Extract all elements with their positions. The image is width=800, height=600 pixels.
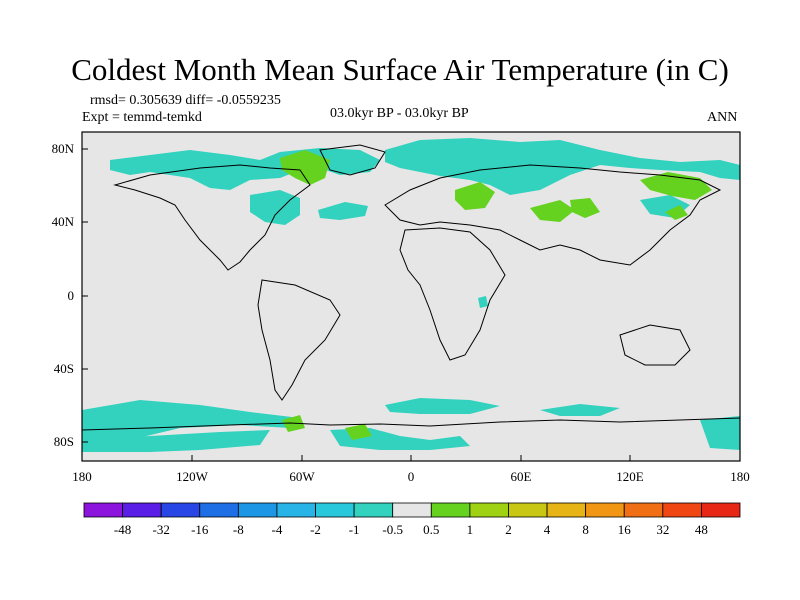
lat-tick-label: 80S bbox=[54, 434, 74, 449]
season-label: ANN bbox=[707, 110, 738, 125]
rmsd-diff-text: rmsd= 0.305639 diff= -0.0559235 bbox=[90, 93, 281, 108]
anomaly-region-southern-ocean-atlantic bbox=[385, 398, 500, 414]
colorbar-label: 48 bbox=[695, 522, 708, 537]
lat-tick-label: 40N bbox=[52, 214, 75, 229]
colorbar-swatch bbox=[430, 502, 471, 518]
lon-tick-label: 120E bbox=[616, 469, 644, 484]
colorbar-swatch bbox=[662, 502, 702, 518]
colorbar-swatch bbox=[623, 502, 664, 518]
colorbar-swatch bbox=[469, 502, 509, 518]
colorbar-label: -48 bbox=[114, 522, 131, 537]
anomaly-region-siberia bbox=[530, 200, 575, 222]
colorbar-swatch bbox=[585, 502, 625, 518]
lon-tick-label: 180 bbox=[730, 469, 750, 484]
colorbar-label: 0.5 bbox=[423, 522, 439, 537]
map-title: Coldest Month Mean Surface Air Temperatu… bbox=[71, 52, 729, 87]
colorbar-swatch bbox=[508, 502, 548, 518]
lon-tick-label: 120W bbox=[176, 469, 209, 484]
colorbar-swatch bbox=[546, 502, 587, 518]
coastline-south-america bbox=[257, 279, 341, 401]
colorbar-swatch bbox=[122, 502, 162, 518]
lat-tick-label: 0 bbox=[68, 288, 75, 303]
lat-tick-label: 80N bbox=[52, 141, 75, 156]
coastline-north-america bbox=[113, 164, 311, 271]
anomaly-region-atlantic-patch bbox=[318, 202, 368, 220]
colorbar-label: 32 bbox=[656, 522, 669, 537]
colorbar-label: 8 bbox=[582, 522, 589, 537]
colorbar-swatch bbox=[83, 502, 123, 518]
anomaly-region-africa-small bbox=[478, 296, 488, 308]
anomaly-region-hudson bbox=[280, 150, 330, 185]
anomaly-region-antarctic-green bbox=[345, 424, 372, 440]
colorbar-swatch bbox=[701, 502, 741, 518]
anomaly-region-central-asia bbox=[455, 182, 495, 210]
colorbar-label: -8 bbox=[233, 522, 244, 537]
coastline-africa bbox=[399, 227, 506, 361]
colorbar-label: 2 bbox=[505, 522, 512, 537]
colorbar-label: 1 bbox=[467, 522, 474, 537]
colorbar-swatch bbox=[276, 502, 316, 518]
colorbar-swatch bbox=[199, 502, 239, 518]
anomaly-region-antarctic-west bbox=[82, 430, 270, 452]
coastline-greenland bbox=[319, 144, 386, 176]
colorbar-label: -16 bbox=[191, 522, 209, 537]
colorbar-label: -32 bbox=[153, 522, 170, 537]
colorbar-label: 16 bbox=[618, 522, 632, 537]
anomaly-region-southern-ocean-indian bbox=[540, 404, 620, 416]
coastline-europe-asia bbox=[384, 164, 722, 266]
lon-tick-label: 60W bbox=[289, 469, 315, 484]
colorbar-label: -0.5 bbox=[382, 522, 403, 537]
colorbar-swatch bbox=[315, 502, 355, 518]
latitude-axis: 80N 40N 0 40S 80S bbox=[52, 141, 88, 449]
anomaly-region-north-atlantic bbox=[250, 190, 300, 225]
lon-tick-label: 0 bbox=[408, 469, 415, 484]
colorbar-swatch bbox=[392, 502, 432, 518]
coastlines bbox=[82, 144, 740, 431]
coastline-antarctica bbox=[82, 417, 740, 431]
lat-tick-label: 40S bbox=[54, 361, 74, 376]
anomaly-region-japan bbox=[665, 205, 688, 220]
anomaly-region-ross-sea bbox=[700, 416, 740, 450]
colorbar: -48 -32 -16 -8 -4 -2 -1 -0.5 0.5 1 2 4 8 16 32 48 bbox=[83, 502, 741, 537]
period-label: 03.0kyr BP - 03.0kyr BP bbox=[330, 106, 469, 121]
lon-tick-label: 60E bbox=[511, 469, 532, 484]
colorbar-label: -2 bbox=[310, 522, 321, 537]
anomaly-region-mongolia bbox=[570, 198, 600, 218]
experiment-label: Expt = temmd-temkd bbox=[82, 110, 202, 125]
lon-tick-label: 180 bbox=[72, 469, 92, 484]
longitude-axis: 180 120W 60W 0 60E 120E 180 bbox=[72, 455, 750, 484]
anomaly-region-southern-ocean-pacific bbox=[82, 400, 300, 440]
colorbar-label: -4 bbox=[272, 522, 283, 537]
coastline-australia bbox=[619, 324, 691, 366]
colorbar-swatch bbox=[237, 502, 278, 518]
colorbar-label: 4 bbox=[544, 522, 551, 537]
colorbar-swatch bbox=[160, 502, 201, 518]
colorbar-label: -1 bbox=[349, 522, 360, 537]
colorbar-swatch bbox=[353, 502, 394, 518]
